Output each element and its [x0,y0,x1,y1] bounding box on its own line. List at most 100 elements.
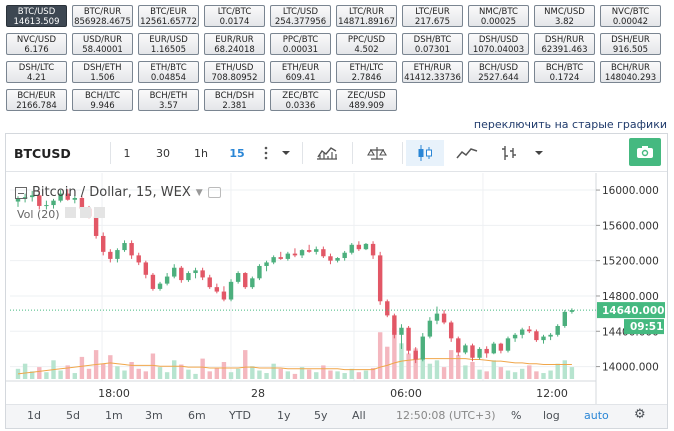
ticker-ltc-eur[interactable]: LTC/EUR 217.675 [402,5,463,27]
range-5d[interactable]: 5d [66,409,80,422]
symbol-search[interactable]: BTCUSD [14,145,71,161]
volume-bar [314,372,319,379]
chevron-down-icon[interactable] [276,140,296,166]
percent-toggle[interactable]: % [511,409,522,422]
candle [129,243,134,256]
ticker-dsh-btc[interactable]: DSH/BTC 0.07301 [402,33,463,55]
ticker-eth-eur[interactable]: ETH/EUR 609.41 [270,61,331,83]
range-1y[interactable]: 1y [277,409,291,422]
range-5y[interactable]: 5y [314,409,328,422]
interval-30[interactable]: 30 [156,146,170,160]
ticker-bch-ltc[interactable]: BCH/LTC 9.946 [72,89,133,111]
ticker-btc-usd[interactable]: BTC/USD 14613.509 [6,5,67,27]
ticker-nmc-usd[interactable]: NMC/USD 3.82 [534,5,595,27]
ticker-pair: BTC/RUR [83,7,122,17]
volume-bar [136,368,141,379]
ticker-dsh-rur[interactable]: DSH/RUR 62391.463 [534,33,595,55]
bar-ohlc-icon[interactable] [490,140,528,166]
ticker-eur-rur[interactable]: EUR/RUR 68.24018 [204,33,265,55]
compare-scales-icon[interactable] [358,140,396,166]
price-chart[interactable]: 16000.00015600.00015200.00014800.0001440… [6,173,667,404]
ticker-nmc-btc[interactable]: NMC/BTC 0.00025 [468,5,529,27]
ticker-ltc-usd[interactable]: LTC/USD 254.377956 [270,5,331,27]
interval-1[interactable]: 1 [123,146,131,160]
more-vertical-icon[interactable] [256,140,276,166]
range-all[interactable]: All [352,409,366,422]
ticker-pair: LTC/EUR [415,7,450,17]
ticker-ppc-btc[interactable]: PPC/BTC 0.00031 [270,33,331,55]
range-6m[interactable]: 6m [188,409,206,422]
chart-widget: BTCUSD 1 30 1h 15 [5,133,668,429]
candles-icon[interactable] [406,140,444,166]
volume-bar [65,365,70,379]
camera-icon[interactable] [629,138,661,166]
ticker-dsh-ltc[interactable]: DSH/LTC 4.21 [6,61,67,83]
ticker-value: 14871.89167 [338,17,395,27]
log-toggle[interactable]: log [543,409,560,422]
ticker-eth-ltc[interactable]: ETH/LTC 2.7846 [336,61,397,83]
last-price-tag [597,302,665,319]
collapse-legend-icon[interactable] [15,186,27,199]
chevron-down-icon[interactable]: ▼ [195,187,203,198]
ticker-bch-eur[interactable]: BCH/EUR 2166.784 [6,89,67,111]
ticker-pair: DSH/EUR [611,35,650,45]
ticker-dsh-usd[interactable]: DSH/USD 1070.04003 [468,33,529,55]
ticker-value: 2166.784 [16,101,57,111]
ticker-bch-dsh[interactable]: BCH/DSH 2.381 [204,89,265,111]
range-1m[interactable]: 1m [105,409,123,422]
ticker-value: 3.57 [159,101,178,111]
range-1d[interactable]: 1d [27,409,41,422]
settings-icon[interactable] [79,207,91,218]
ticker-value: 14613.509 [13,17,60,27]
candle [548,334,553,337]
ticker-value: 6.176 [24,45,49,55]
indicators-icon[interactable] [308,140,346,166]
ticker-dsh-eth[interactable]: DSH/ETH 1.506 [72,61,133,83]
ticker-ltc-rur[interactable]: LTC/RUR 14871.89167 [336,5,397,27]
ticker-bch-rur[interactable]: BCH/RUR 148040.293 [600,61,661,83]
volume-bar [306,369,312,379]
auto-toggle[interactable]: auto [584,409,609,422]
ticker-pair: ETH/LTC [349,63,384,73]
volume-bar [115,366,120,379]
volume-bar [335,371,340,379]
switch-old-charts-link[interactable]: переключить на старые графики [473,118,667,131]
ticker-value: 254.377956 [274,17,327,27]
ticker-eth-rur[interactable]: ETH/RUR 41412.33736 [402,61,463,83]
ticker-zec-btc[interactable]: ZEC/BTC 0.0336 [270,89,331,111]
ticker-bch-usd[interactable]: BCH/USD 2527.644 [468,61,529,83]
volume-bar [420,358,425,379]
ticker-nvc-usd[interactable]: NVC/USD 6.176 [6,33,67,55]
chevron-down-icon[interactable] [528,140,550,166]
candle [427,320,433,337]
ticker-eth-btc[interactable]: ETH/BTC 0.04854 [138,61,199,83]
ticker-ltc-btc[interactable]: LTC/BTC 0.0174 [204,5,265,27]
ticker-btc-eur[interactable]: BTC/EUR 12561.65772 [138,5,199,27]
eye-icon[interactable] [207,187,221,198]
ticker-dsh-eur[interactable]: DSH/EUR 916.505 [600,33,661,55]
ticker-ppc-usd[interactable]: PPC/USD 4.502 [336,33,397,55]
ticker-nvc-btc[interactable]: NVC/BTC 0.00042 [600,5,661,27]
ticker-btc-rur[interactable]: BTC/RUR 856928.4675 [72,5,133,27]
area-line-icon[interactable] [448,140,486,166]
candle [406,327,411,351]
ticker-zec-usd[interactable]: ZEC/USD 489.909 [336,89,397,111]
range-3m[interactable]: 3m [145,409,163,422]
interval-15[interactable]: 15 [229,146,245,160]
legend-title: Bitcoin / Dollar, 15, WEX [32,185,191,200]
gear-icon[interactable]: ⚙ [634,407,646,422]
ticker-eth-usd[interactable]: ETH/USD 708.80952 [204,61,265,83]
range-ytd[interactable]: YTD [229,409,251,422]
ticker-value: 1.16505 [150,45,187,55]
ticker-usd-rur[interactable]: USD/RUR 58.40001 [72,33,133,55]
ticker-eur-usd[interactable]: EUR/USD 1.16505 [138,33,199,55]
close-icon[interactable] [94,207,106,218]
candle [392,315,397,335]
candle [527,329,532,332]
ticker-bch-eth[interactable]: BCH/ETH 3.57 [138,89,199,111]
ticker-bch-btc[interactable]: BCH/BTC 0.1724 [534,61,595,83]
eye-icon[interactable] [65,207,77,218]
volume-bar [207,371,212,379]
interval-1h[interactable]: 1h [194,146,208,160]
volume-bar [477,369,482,379]
